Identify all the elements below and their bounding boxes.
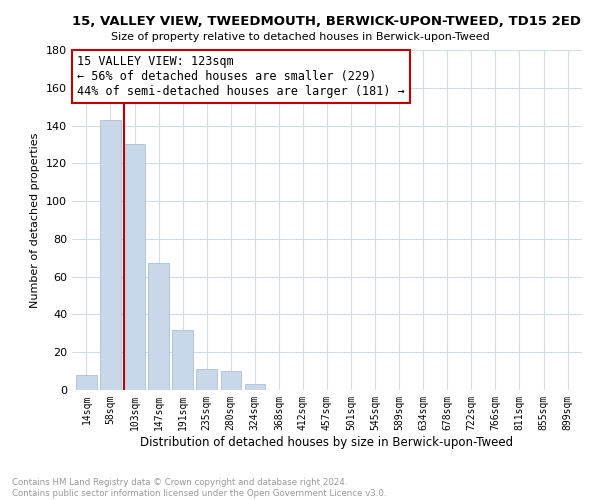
Bar (124, 144, 145, 390)
Bar (100, 120, 121, 390)
Text: 15 VALLEY VIEW: 123sqm
← 56% of detached houses are smaller (229)
44% of semi-de: 15 VALLEY VIEW: 123sqm ← 56% of detached… (77, 55, 405, 98)
X-axis label: Distribution of detached houses by size in Berwick-upon-Tweed: Distribution of detached houses by size … (140, 436, 514, 448)
Bar (245, 384, 265, 390)
Bar (148, 264, 169, 390)
Y-axis label: Number of detached properties: Number of detached properties (31, 132, 40, 308)
Bar (221, 371, 241, 390)
Text: Contains HM Land Registry data © Crown copyright and database right 2024.
Contai: Contains HM Land Registry data © Crown c… (12, 478, 386, 498)
Title: 15, VALLEY VIEW, TWEEDMOUTH, BERWICK-UPON-TWEED, TD15 2ED: 15, VALLEY VIEW, TWEEDMOUTH, BERWICK-UPO… (73, 15, 581, 28)
Bar (196, 369, 217, 390)
Bar (172, 330, 193, 390)
Bar (76, 375, 97, 390)
Text: Size of property relative to detached houses in Berwick-upon-Tweed: Size of property relative to detached ho… (110, 32, 490, 42)
